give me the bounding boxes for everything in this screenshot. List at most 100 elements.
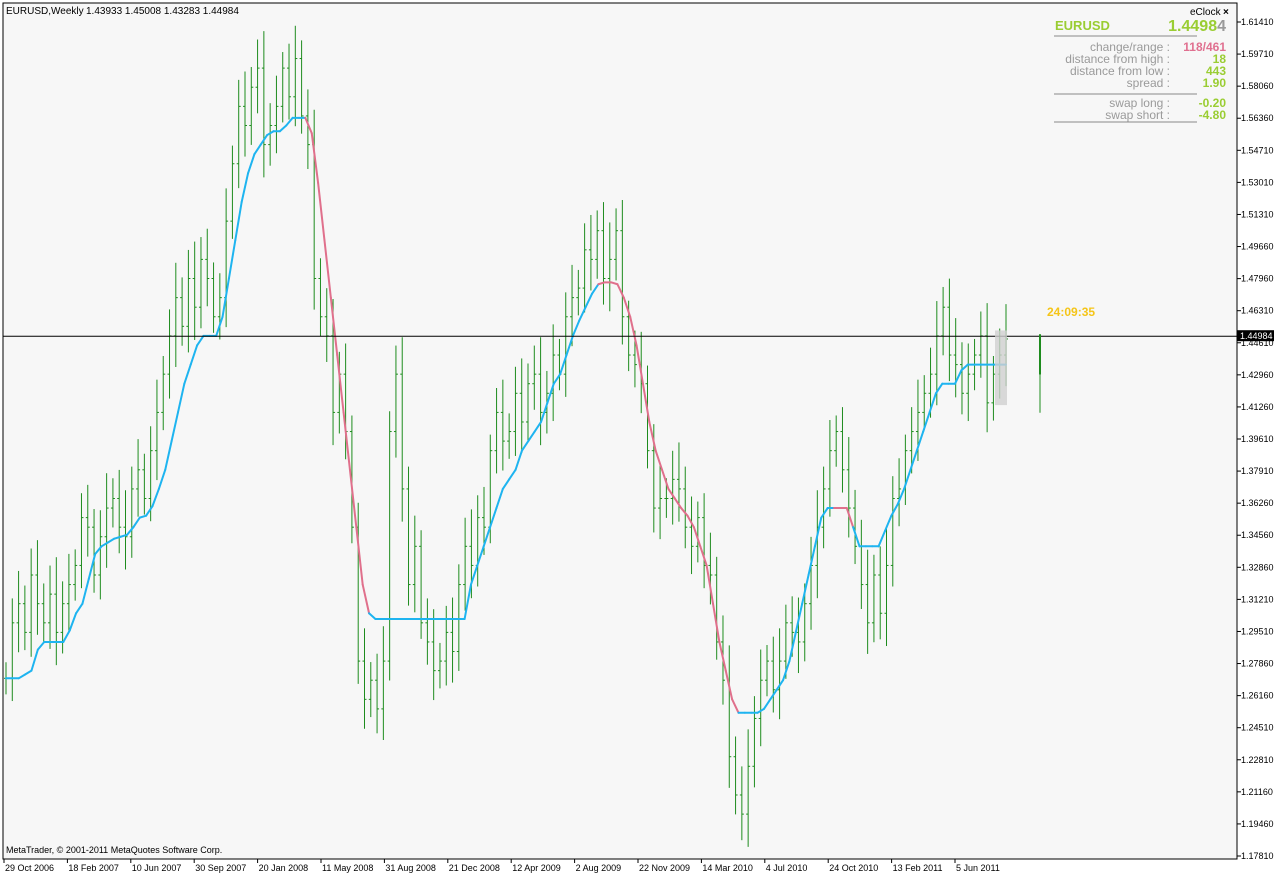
indicator-segment — [113, 535, 122, 540]
y-tick-label: 1.22810 — [1241, 755, 1274, 765]
indicator-segment — [616, 283, 625, 299]
indicator-segment — [705, 564, 715, 605]
y-tick-label: 1.42960 — [1241, 370, 1274, 380]
indicator-segment — [673, 497, 683, 510]
indicator-segment — [661, 468, 670, 490]
close-icon[interactable]: × — [1223, 7, 1229, 18]
indicator-segment — [501, 478, 511, 490]
eclock-swap-value: -0.20 — [1199, 96, 1227, 110]
current-price-tag — [1237, 330, 1274, 342]
indicator-segment — [87, 552, 97, 580]
eclock-swap-value: -4.80 — [1199, 108, 1227, 122]
indicator-segment — [227, 239, 237, 280]
indicator-segment — [75, 602, 84, 615]
x-tick-label: 10 Jun 2007 — [132, 863, 182, 873]
x-tick-label: 30 Sep 2007 — [195, 863, 246, 873]
indicator-segment — [845, 507, 855, 529]
indicator-segment — [310, 132, 320, 184]
indicator-segment — [514, 449, 523, 471]
indicator-segment — [126, 526, 135, 536]
indicator-segment — [801, 574, 810, 605]
y-tick-label: 1.37910 — [1241, 466, 1274, 476]
y-tick-label: 1.61410 — [1241, 17, 1274, 27]
indicator-segment — [686, 514, 695, 529]
indicator-segment — [119, 533, 129, 538]
y-tick-label: 1.39610 — [1241, 434, 1274, 444]
indicator-segment — [157, 468, 167, 490]
y-tick-label: 1.29510 — [1241, 626, 1274, 636]
indicator-segment — [712, 602, 721, 643]
indicator-segment — [170, 411, 179, 443]
y-tick-label: 1.19460 — [1241, 819, 1274, 829]
indicator-segment — [641, 382, 651, 423]
x-tick-label: 22 Nov 2009 — [639, 863, 690, 873]
indicator-segment — [151, 487, 160, 508]
indicator-segment — [635, 344, 644, 385]
x-tick-label: 12 Apr 2009 — [512, 863, 561, 873]
indicator-segment — [348, 468, 358, 529]
y-tick-label: 1.53010 — [1241, 177, 1274, 187]
indicator-segment — [852, 526, 861, 548]
x-tick-label: 20 Jan 2008 — [259, 863, 309, 873]
indicator-segment — [196, 334, 205, 347]
eclock-stats: change/range : 118/461 distance from high … — [1065, 40, 1226, 90]
indicator-segment — [629, 315, 638, 347]
indicator-segment — [234, 200, 243, 242]
indicator-segment — [463, 583, 472, 620]
eclock-symbol: EURUSD — [1055, 18, 1110, 33]
price-axis[interactable]: 1.61410 1.59710 1.58060 1.56360 1.54710 1.530… — [1237, 17, 1274, 861]
plot-area[interactable] — [2, 2, 1238, 860]
indicator-segment — [756, 707, 765, 714]
trend-indicator-group — [5, 116, 1007, 714]
indicator-segment — [546, 382, 555, 404]
indicator-segment — [533, 420, 543, 433]
indicator-segment — [909, 449, 918, 471]
indicator-segment — [482, 526, 492, 548]
indicator-segment — [336, 354, 345, 414]
eclock-row-label: distance from low : — [1070, 64, 1170, 78]
indicator-segment — [667, 487, 676, 500]
indicator-segment — [610, 281, 619, 286]
y-tick-label: 1.27860 — [1241, 659, 1274, 669]
y-tick-label: 1.58060 — [1241, 81, 1274, 91]
indicator-segment — [495, 487, 504, 510]
y-tick-label: 1.46310 — [1241, 306, 1274, 316]
y-tick-label: 1.44610 — [1241, 338, 1274, 348]
indicator-segment — [699, 545, 708, 567]
indicator-segment — [788, 631, 797, 663]
y-tick-label: 1.26160 — [1241, 691, 1274, 701]
indicator-segment — [724, 669, 734, 701]
indicator-segment — [489, 507, 498, 529]
indicator-segment — [30, 648, 39, 672]
indicator-segment — [329, 296, 339, 357]
indicator-segment — [259, 134, 269, 146]
y-tick-label: 1.32860 — [1241, 562, 1274, 572]
indicator-segment — [769, 688, 778, 701]
y-tick-label: 1.21160 — [1241, 787, 1273, 797]
indicator-segment — [934, 382, 944, 395]
eclock-price-main: 1.4498 — [1168, 18, 1217, 35]
eclock-row-label: distance from high : — [1065, 52, 1170, 66]
eclock-title: eClock — [1190, 7, 1222, 18]
indicator-segment — [622, 296, 632, 318]
time-axis[interactable]: 29 Oct 2006 18 Feb 2007 10 Jun 2007 30 Sep … — [3, 859, 1000, 873]
indicator-segment — [361, 583, 371, 615]
indicator-segment — [775, 679, 785, 691]
eclock-price-last-digit: 4 — [1217, 18, 1226, 35]
indicator-segment — [176, 382, 186, 414]
eclock-row-value: 18 — [1213, 52, 1227, 66]
eclock-swap-label: swap short : — [1105, 108, 1170, 122]
indicator-segment — [540, 401, 549, 423]
indicator-segment — [731, 698, 740, 714]
indicator-segment — [718, 640, 727, 672]
indicator-segment — [648, 420, 657, 452]
indicator-segment — [552, 373, 562, 385]
indicator-segment — [883, 514, 893, 533]
eclock-row-value: 118/461 — [1183, 40, 1226, 54]
indicator-segment — [762, 698, 772, 710]
y-tick-label: 1.59710 — [1241, 49, 1274, 59]
indicator-segment — [571, 319, 581, 337]
indicator-segment — [189, 344, 199, 366]
